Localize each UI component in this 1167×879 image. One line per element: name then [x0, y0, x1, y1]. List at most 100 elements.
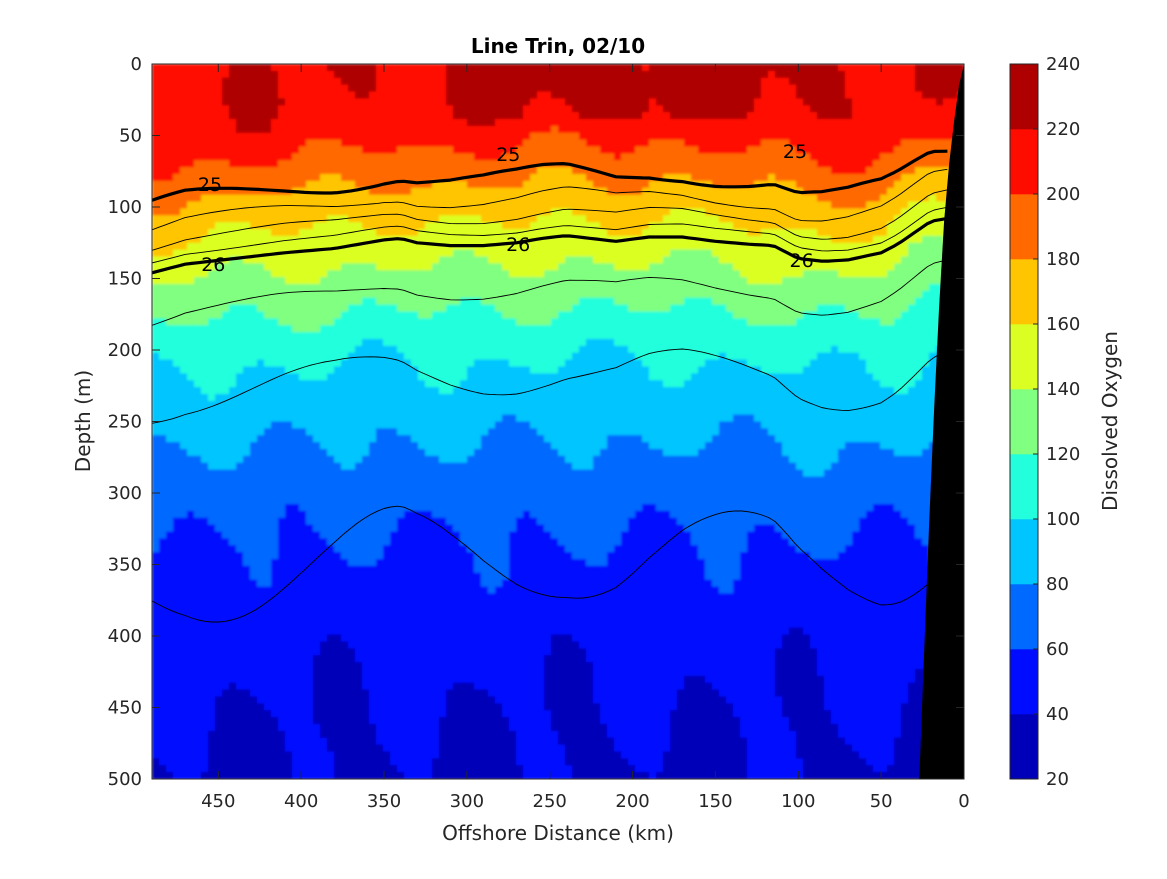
oxygen-cell [467, 662, 475, 670]
oxygen-cell [376, 208, 384, 216]
oxygen-cell [327, 627, 335, 636]
oxygen-cell [187, 180, 195, 189]
oxygen-cell [236, 504, 244, 512]
oxygen-cell [152, 620, 160, 629]
oxygen-cell [355, 208, 363, 216]
oxygen-cell [376, 318, 384, 326]
oxygen-cell [250, 696, 258, 704]
oxygen-cell [152, 174, 160, 182]
oxygen-cell [313, 710, 321, 718]
oxygen-cell [488, 77, 496, 86]
oxygen-cell [411, 387, 419, 395]
oxygen-cell [180, 284, 188, 292]
oxygen-cell [376, 627, 384, 636]
oxygen-cell [257, 304, 265, 313]
oxygen-cell [474, 730, 482, 739]
oxygen-cell [257, 345, 265, 354]
oxygen-cell [278, 552, 286, 560]
oxygen-cell [334, 380, 342, 388]
oxygen-cell [278, 414, 286, 423]
oxygen-cell [215, 737, 223, 746]
oxygen-cell [313, 545, 321, 553]
oxygen-cell [425, 730, 433, 739]
oxygen-cell [166, 249, 174, 258]
oxygen-cell [229, 414, 237, 423]
oxygen-cell [418, 442, 426, 450]
oxygen-cell [264, 455, 272, 464]
oxygen-cell [432, 70, 440, 79]
oxygen-cell [383, 373, 391, 381]
oxygen-cell [313, 160, 321, 168]
oxygen-cell [285, 208, 293, 216]
oxygen-cell [313, 325, 321, 333]
oxygen-cell [467, 593, 475, 601]
oxygen-cell [166, 682, 174, 691]
oxygen-cell [222, 627, 230, 636]
oxygen-cell [320, 359, 328, 368]
oxygen-cell [285, 345, 293, 354]
oxygen-cell [418, 180, 426, 189]
oxygen-cell [481, 717, 489, 725]
oxygen-cell [271, 449, 279, 457]
oxygen-cell [418, 345, 426, 354]
oxygen-cell [243, 318, 251, 326]
oxygen-cell [481, 510, 489, 519]
oxygen-cell [271, 407, 279, 416]
oxygen-cell [306, 366, 314, 374]
oxygen-cell [152, 689, 160, 698]
oxygen-cell [299, 160, 307, 168]
oxygen-cell [159, 614, 167, 622]
oxygen-cell [355, 552, 363, 560]
oxygen-cell [152, 469, 160, 478]
oxygen-cell [355, 332, 363, 340]
oxygen-cell [201, 345, 209, 354]
oxygen-cell [250, 125, 258, 134]
oxygen-cell [383, 696, 391, 704]
oxygen-cell [467, 208, 475, 216]
oxygen-cell [474, 469, 482, 478]
oxygen-cell [215, 490, 223, 498]
oxygen-cell [159, 242, 167, 251]
oxygen-cell [166, 703, 174, 711]
oxygen-cell [383, 132, 391, 141]
oxygen-cell [390, 758, 398, 766]
oxygen-cell [418, 277, 426, 285]
oxygen-cell [362, 77, 370, 86]
oxygen-cell [194, 490, 202, 498]
oxygen-cell [320, 565, 328, 574]
oxygen-cell [474, 332, 482, 340]
oxygen-cell [229, 744, 237, 753]
oxygen-cell [446, 366, 454, 374]
oxygen-cell [390, 339, 398, 347]
oxygen-cell [229, 552, 237, 560]
oxygen-cell [264, 345, 272, 354]
oxygen-cell [187, 600, 195, 608]
oxygen-cell [348, 105, 356, 113]
oxygen-cell [418, 332, 426, 340]
oxygen-cell [341, 552, 349, 560]
oxygen-cell [166, 387, 174, 395]
oxygen-cell [362, 345, 370, 354]
oxygen-cell [481, 407, 489, 416]
oxygen-cell [397, 160, 405, 168]
oxygen-cell [383, 339, 391, 347]
oxygen-cell [236, 77, 244, 86]
oxygen-cell [418, 531, 426, 539]
oxygen-cell [313, 400, 321, 409]
oxygen-cell [278, 77, 286, 86]
oxygen-cell [166, 710, 174, 718]
oxygen-cell [306, 593, 314, 601]
oxygen-cell [208, 469, 216, 478]
oxygen-cell [229, 641, 237, 649]
oxygen-cell [271, 64, 279, 72]
oxygen-cell [187, 682, 195, 691]
oxygen-cell [243, 153, 251, 161]
oxygen-cell [425, 380, 433, 388]
oxygen-cell [369, 579, 377, 588]
oxygen-cell [152, 669, 160, 677]
oxygen-cell [250, 187, 258, 196]
oxygen-cell [271, 242, 279, 251]
oxygen-cell [376, 600, 384, 608]
oxygen-cell [187, 483, 195, 491]
oxygen-cell [376, 710, 384, 718]
